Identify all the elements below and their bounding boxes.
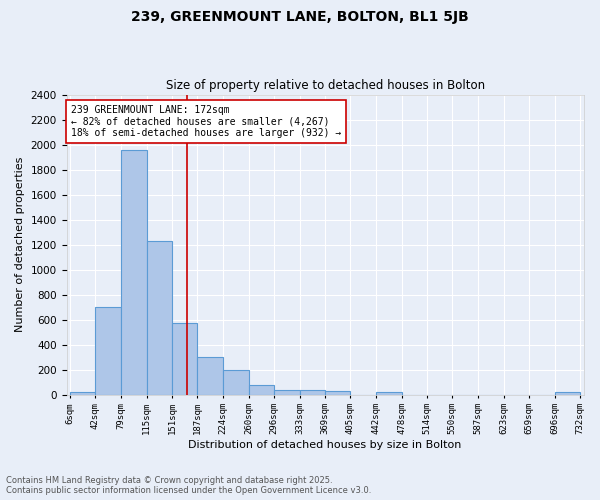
Bar: [274, 390, 300, 394]
Bar: [95, 307, 121, 394]
Bar: [146, 241, 172, 394]
Bar: [555, 392, 580, 394]
Bar: [376, 392, 401, 394]
Title: Size of property relative to detached houses in Bolton: Size of property relative to detached ho…: [166, 79, 485, 92]
Bar: [223, 370, 248, 394]
Bar: [70, 392, 95, 394]
Bar: [197, 357, 223, 395]
Bar: [248, 384, 274, 394]
Text: 239, GREENMOUNT LANE, BOLTON, BL1 5JB: 239, GREENMOUNT LANE, BOLTON, BL1 5JB: [131, 10, 469, 24]
Bar: [300, 390, 325, 394]
Y-axis label: Number of detached properties: Number of detached properties: [15, 157, 25, 332]
X-axis label: Distribution of detached houses by size in Bolton: Distribution of detached houses by size …: [188, 440, 462, 450]
Bar: [121, 150, 146, 394]
Text: 239 GREENMOUNT LANE: 172sqm
← 82% of detached houses are smaller (4,267)
18% of : 239 GREENMOUNT LANE: 172sqm ← 82% of det…: [71, 104, 341, 138]
Text: Contains HM Land Registry data © Crown copyright and database right 2025.
Contai: Contains HM Land Registry data © Crown c…: [6, 476, 371, 495]
Bar: [325, 391, 350, 394]
Bar: [172, 324, 197, 394]
